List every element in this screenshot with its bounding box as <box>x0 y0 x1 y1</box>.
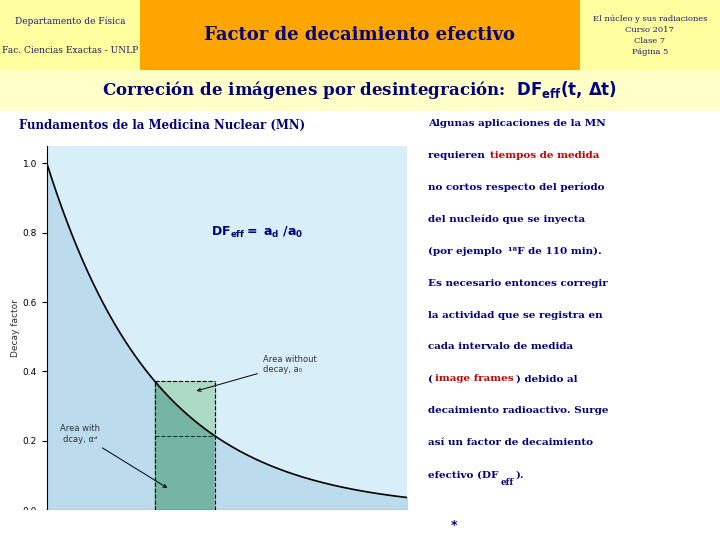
Text: Departamento de Física: Departamento de Física <box>15 16 125 26</box>
Text: requieren: requieren <box>428 151 488 160</box>
Text: $t+\Delta t$: $t+\Delta t$ <box>202 525 228 536</box>
Text: no cortos respecto del período: no cortos respecto del período <box>428 183 604 192</box>
Text: Area with
dcay, αᵈ: Area with dcay, αᵈ <box>60 424 166 488</box>
Text: Fac. Ciencias Exactas - UNLP: Fac. Ciencias Exactas - UNLP <box>2 46 138 55</box>
Text: $\mathbf{DF_{eff}=\ a_d\ /a_0}$: $\mathbf{DF_{eff}=\ a_d\ /a_0}$ <box>211 225 303 240</box>
Text: del nucleído que se inyecta: del nucleído que se inyecta <box>428 214 585 224</box>
Text: (: ( <box>428 374 433 383</box>
Text: Es necesario entonces corregir: Es necesario entonces corregir <box>428 279 608 287</box>
Text: El núcleo y sus radiaciones
Curso 2017
Clase 7
Página 5: El núcleo y sus radiaciones Curso 2017 C… <box>593 15 707 56</box>
Text: Factor de decaimiento efectivo: Factor de decaimiento efectivo <box>204 26 516 44</box>
Text: ).: ). <box>516 470 524 480</box>
Text: *: * <box>450 518 457 532</box>
Text: decaimiento radioactivo. Surge: decaimiento radioactivo. Surge <box>428 407 608 415</box>
Text: Time: Time <box>382 526 404 536</box>
Text: Area without
decay, a₀: Area without decay, a₀ <box>197 355 317 392</box>
Text: cada intervalo de medida: cada intervalo de medida <box>428 342 573 352</box>
Text: efectivo (DF: efectivo (DF <box>428 470 498 480</box>
Text: Algunas aplicaciones de la MN: Algunas aplicaciones de la MN <box>428 119 606 127</box>
Text: Fundamentos de la Medicina Nuclear (MN): Fundamentos de la Medicina Nuclear (MN) <box>19 119 305 132</box>
Text: $t$: $t$ <box>152 525 158 536</box>
Text: (por ejemplo: (por ejemplo <box>428 247 505 255</box>
Text: ¹⁸F de 110 min).: ¹⁸F de 110 min). <box>508 247 601 255</box>
Text: la actividad que se registra en: la actividad que se registra en <box>428 310 603 320</box>
Y-axis label: Decay factor: Decay factor <box>11 299 20 357</box>
Text: image frames: image frames <box>435 374 513 383</box>
Text: Correción de imágenes por desintegración:  $\mathbf{DF_{eff}(t,\,\Delta t)}$: Correción de imágenes por desintegración… <box>102 79 618 102</box>
Text: así un factor de decaimiento: así un factor de decaimiento <box>428 438 593 447</box>
Text: eff: eff <box>500 477 513 487</box>
Text: tiempos de medida: tiempos de medida <box>490 151 600 160</box>
Text: ) debido al: ) debido al <box>516 374 577 383</box>
